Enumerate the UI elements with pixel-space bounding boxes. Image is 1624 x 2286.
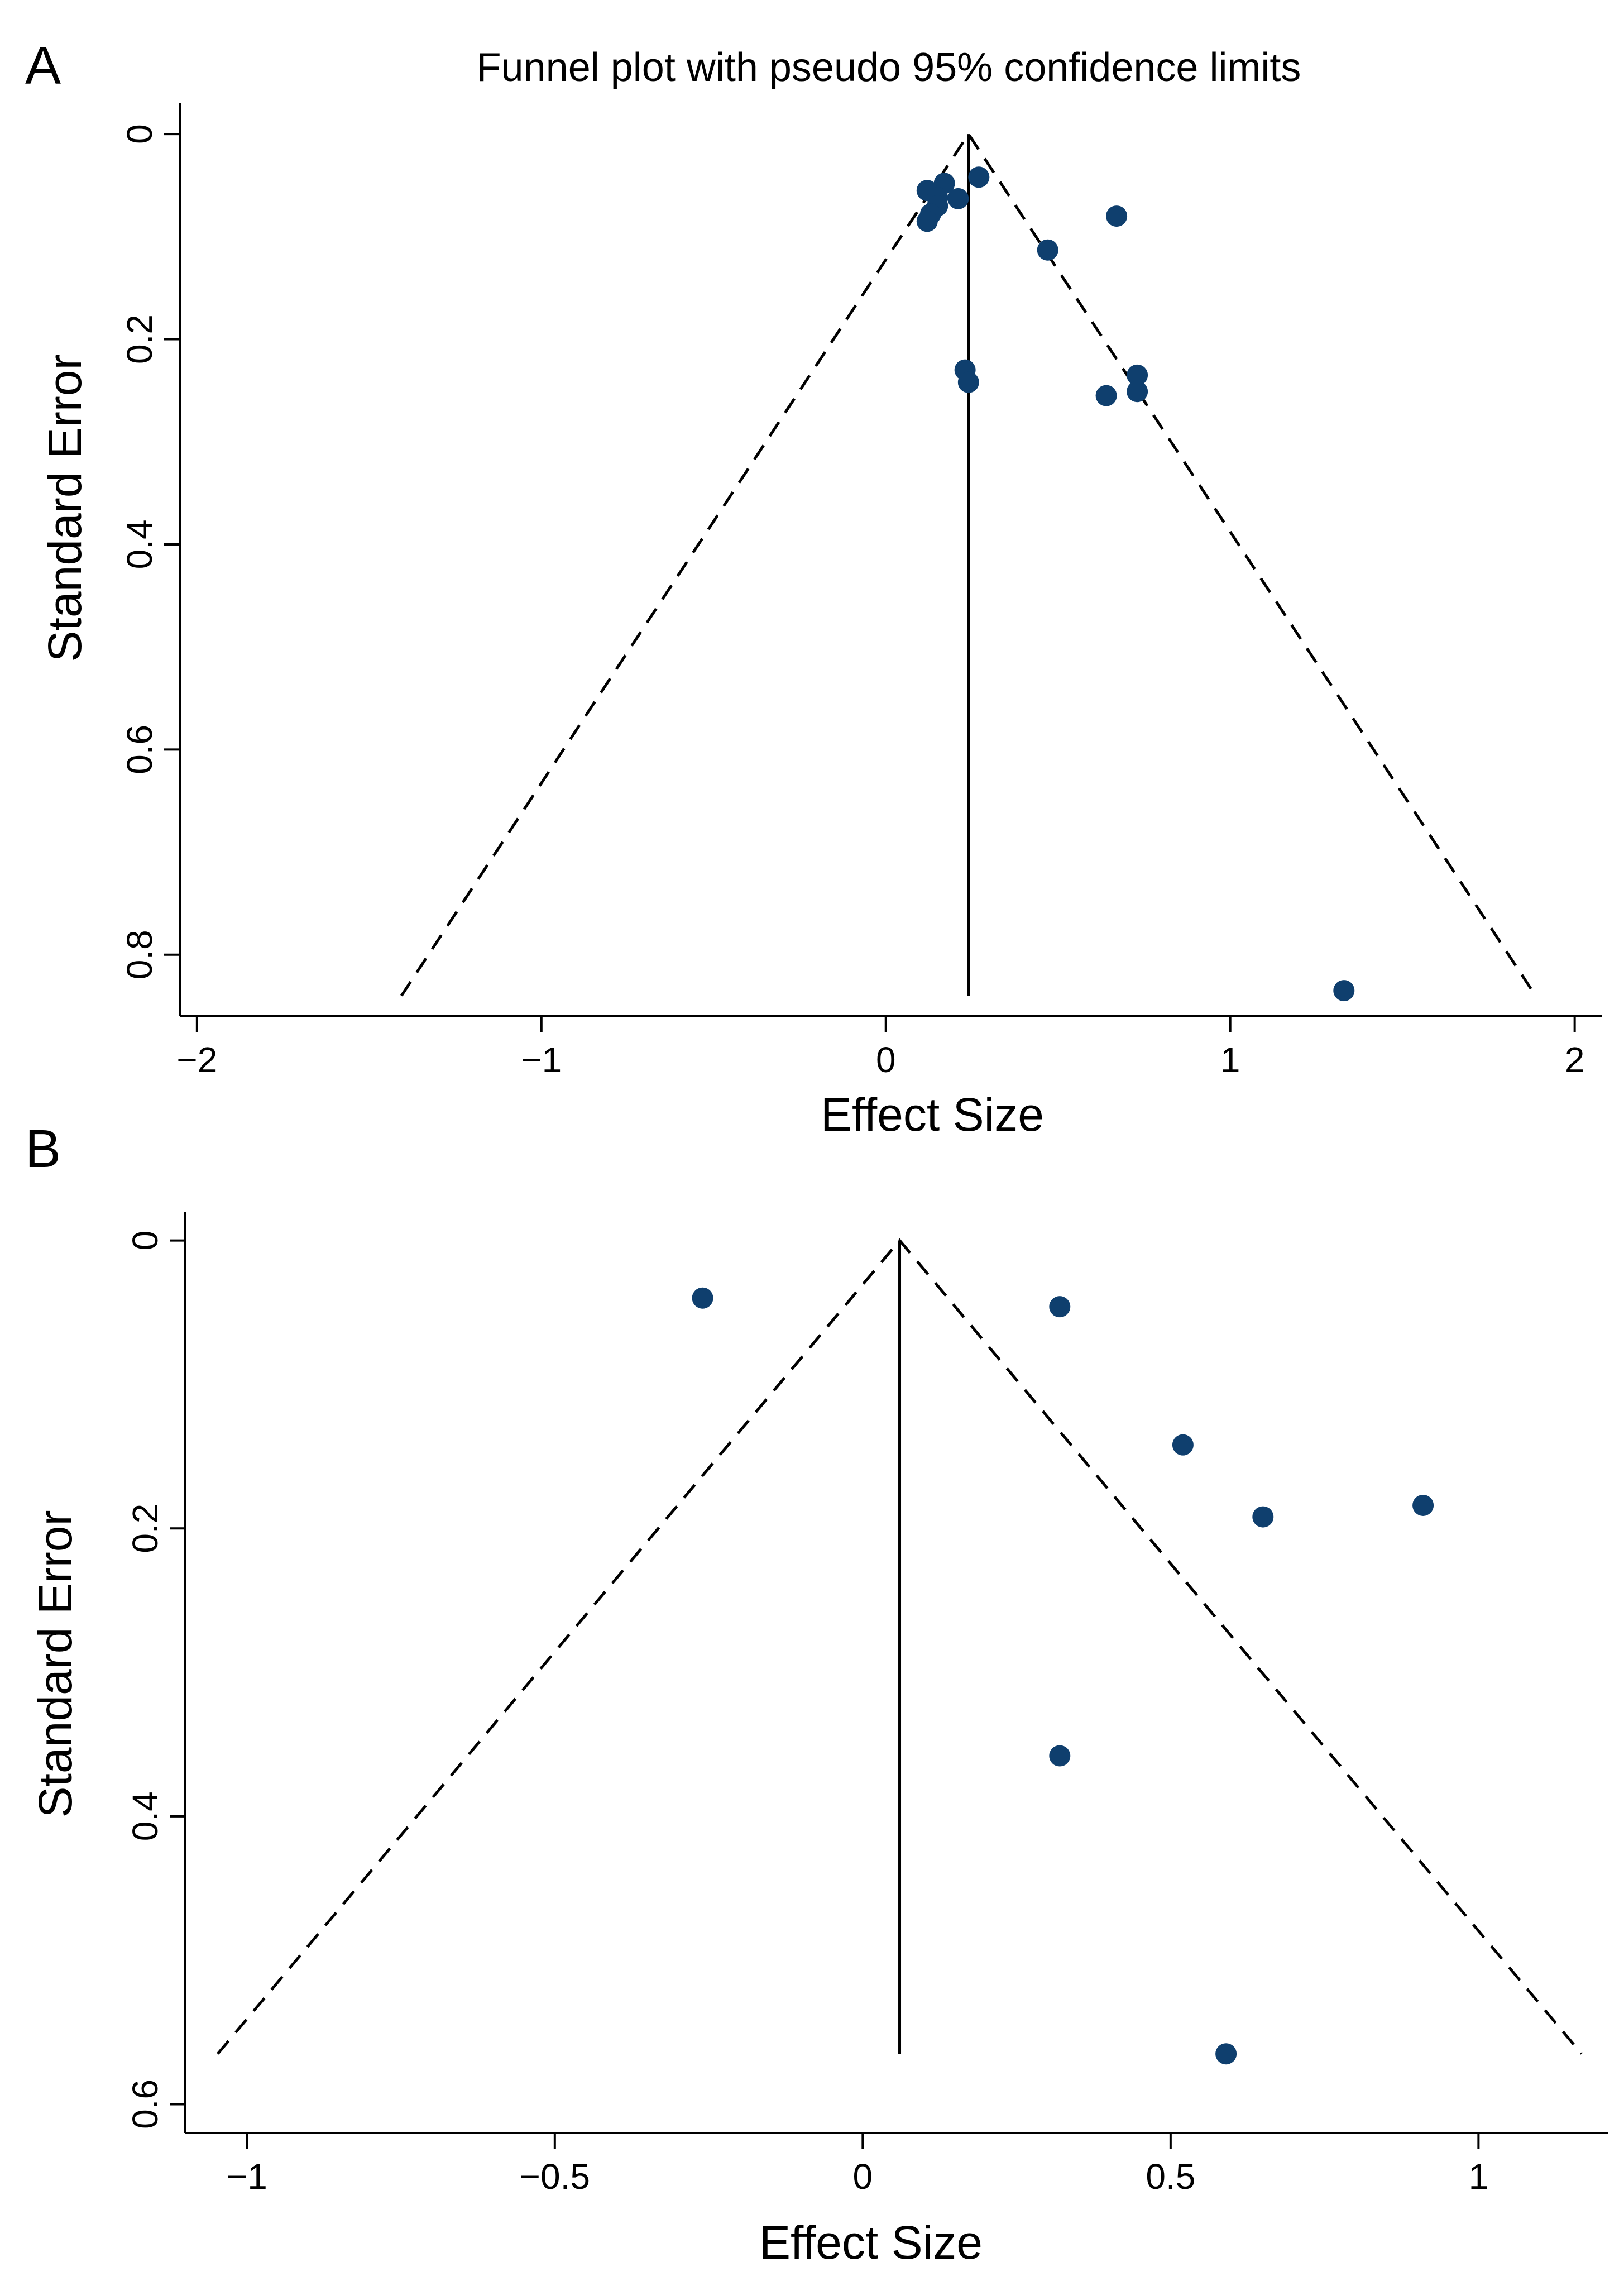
study-point (1106, 205, 1128, 227)
x-tick-label: 0.5 (1146, 2156, 1195, 2197)
y-axis-title-b: Standard Error (29, 1510, 82, 1818)
study-point (968, 166, 990, 188)
x-tick-label: −0.5 (520, 2156, 590, 2197)
x-axis-title-a: Effect Size (821, 1088, 1044, 1141)
x-tick-label: 0 (853, 2156, 873, 2197)
x-tick-label: 1 (1220, 1040, 1240, 1080)
y-tick-label: 0.2 (119, 314, 160, 364)
study-point (1172, 1434, 1194, 1456)
plot-area-a: −2 −1 0 1 2 0 0.2 0.4 0.6 0.8 (119, 103, 1602, 1080)
y-tick-label: 0.4 (125, 1791, 165, 1841)
panel-label-b: B (25, 1119, 61, 1179)
x-tick-label: 0 (876, 1040, 896, 1080)
confidence-limit-lines (400, 131, 1537, 997)
x-tick-label: −1 (227, 2156, 267, 2197)
study-point (1049, 1745, 1071, 1767)
study-point (1252, 1506, 1274, 1528)
study-point (1037, 239, 1058, 261)
study-point (1127, 364, 1148, 386)
y-tick-label: 0.8 (119, 930, 160, 979)
panel-b: B −1 −0.5 0 0.5 1 0 0.2 0.4 0.6 Effect Size Stan… (25, 1119, 1608, 2269)
study-point (1049, 1296, 1071, 1318)
study-point (1215, 2043, 1237, 2065)
study-point (1412, 1494, 1434, 1516)
y-tick-label: 0 (119, 124, 160, 144)
study-point (1095, 385, 1117, 406)
y-tick-label: 0.6 (119, 725, 160, 774)
study-point (957, 371, 979, 393)
study-point (947, 188, 969, 209)
x-tick-label: −1 (521, 1040, 562, 1080)
x-axis-title-b: Effect Size (759, 2216, 983, 2269)
study-point (1127, 381, 1148, 403)
y-tick-label: 0.6 (125, 2079, 165, 2129)
x-tick-label: 1 (1469, 2156, 1489, 2197)
y-tick-label: 0.4 (119, 519, 160, 569)
x-tick-label: 2 (1565, 1040, 1585, 1080)
x-tick-label: −2 (176, 1040, 217, 1080)
panel-label-a: A (25, 36, 61, 95)
y-tick-label: 0.2 (125, 1504, 165, 1553)
chart-title: Funnel plot with pseudo 95% confidence l… (477, 45, 1301, 90)
study-point (916, 211, 938, 232)
panel-a: A Funnel plot with pseudo 95% confidence… (25, 36, 1602, 1141)
y-tick-label: 0 (125, 1231, 165, 1251)
plot-area-b: −1 −0.5 0 0.5 1 0 0.2 0.4 0.6 (125, 1212, 1608, 2197)
study-point (692, 1287, 713, 1309)
y-axis-title-a: Standard Error (39, 355, 91, 662)
study-point (1333, 980, 1355, 1002)
